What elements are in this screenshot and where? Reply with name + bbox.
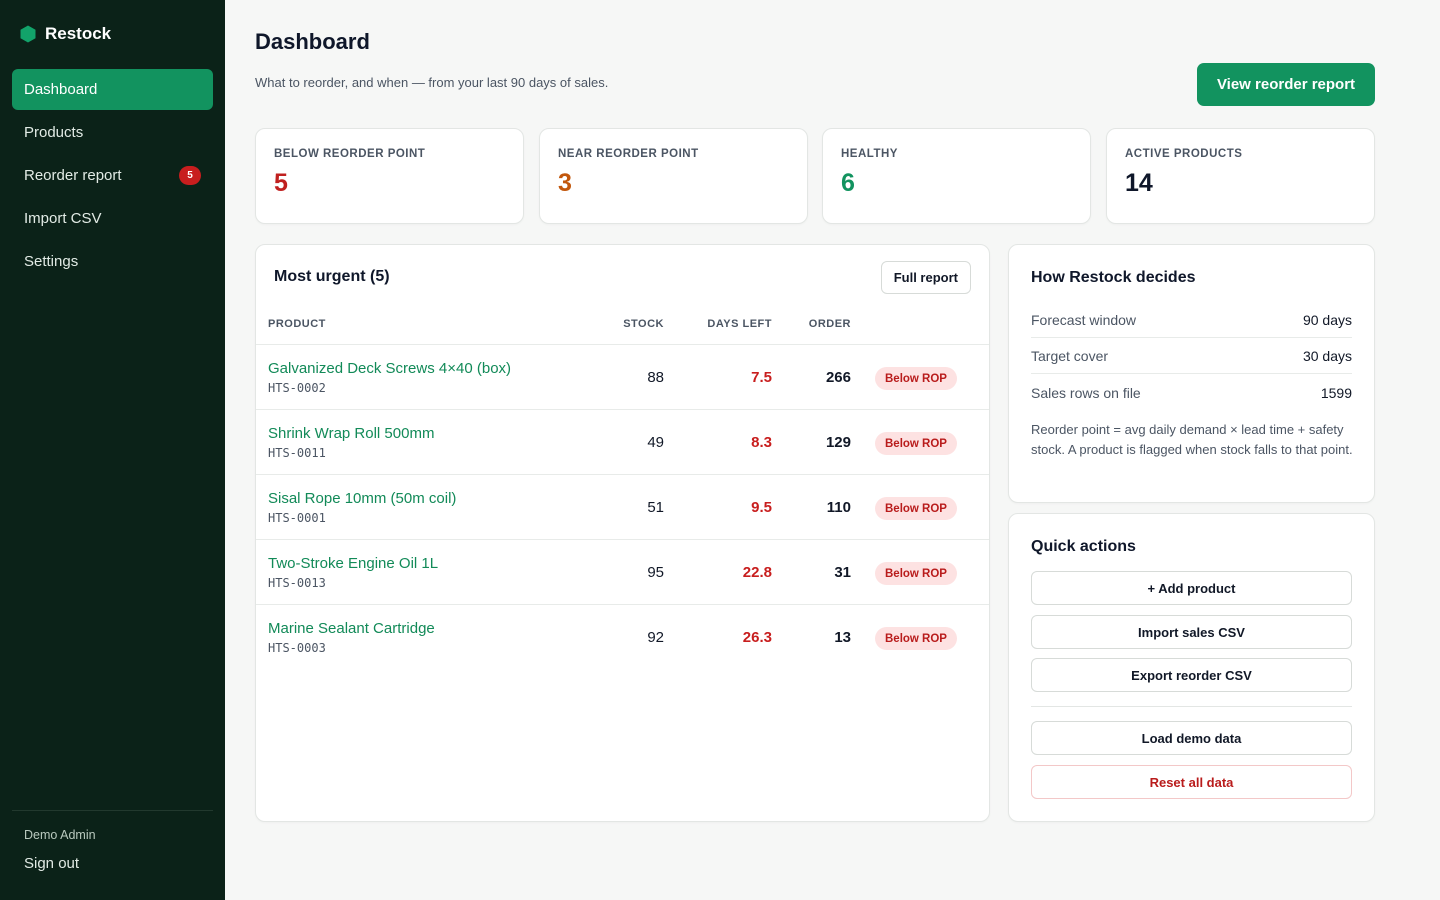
import-sales-csv-button[interactable]: Import sales CSV (1031, 615, 1352, 649)
reset-all-data-button[interactable]: Reset all data (1031, 765, 1352, 799)
order-quantity: 31 (834, 564, 851, 581)
current-user-name: Demo Admin (24, 828, 96, 842)
sidebar-item-label: Settings (24, 253, 79, 270)
sidebar-item-dashboard[interactable]: Dashboard (12, 69, 213, 110)
brand-name: Restock (45, 24, 112, 43)
stat-card-near-reorder: NEAR REORDER POINT 3 (539, 128, 808, 224)
stat-card-healthy: HEALTHY 6 (822, 128, 1091, 224)
stat-value: 6 (841, 169, 855, 197)
days-left-value: 22.8 (742, 564, 772, 581)
page-title: Dashboard (255, 29, 370, 54)
target-cover-row: Target cover 30 days (1031, 338, 1352, 374)
stat-label: HEALTHY (841, 148, 898, 160)
table-header: PRODUCT STOCK DAYS LEFT ORDER (256, 317, 989, 345)
status-badge: Below ROP (875, 562, 957, 585)
product-sku: HTS-0002 (268, 381, 326, 395)
product-link[interactable]: Marine Sealant Cartridge (268, 620, 435, 637)
days-left-value: 8.3 (751, 434, 772, 451)
stock-value: 88 (647, 369, 664, 386)
most-urgent-panel: Most urgent (5) Full report PRODUCT STOC… (255, 244, 990, 822)
sidebar-item-label: Products (24, 124, 84, 141)
sidebar: Restock Dashboard Products Reorder repor… (0, 0, 225, 900)
order-quantity: 13 (834, 629, 851, 646)
sidebar-item-label: Import CSV (24, 210, 102, 227)
product-sku: HTS-0013 (268, 576, 326, 590)
sidebar-item-settings[interactable]: Settings (12, 241, 213, 282)
setting-key: Forecast window (1031, 311, 1137, 328)
table-row: Shrink Wrap Roll 500mm HTS-0011 49 8.3 1… (256, 410, 989, 475)
product-link[interactable]: Galvanized Deck Screws 4×40 (box) (268, 360, 512, 377)
stock-value: 95 (647, 564, 664, 581)
stat-label: NEAR REORDER POINT (558, 148, 699, 160)
table-row: Sisal Rope 10mm (50m coil) HTS-0001 51 9… (256, 475, 989, 540)
sidebar-item-products[interactable]: Products (12, 112, 213, 153)
column-header-product[interactable]: PRODUCT (268, 318, 326, 330)
quick-actions-title: Quick actions (1031, 538, 1136, 555)
product-sku: HTS-0011 (268, 446, 326, 460)
stat-label: ACTIVE PRODUCTS (1125, 148, 1243, 160)
sidebar-item-import-csv[interactable]: Import CSV (12, 198, 213, 239)
days-left-value: 9.5 (751, 499, 772, 516)
how-restock-decides-title: How Restock decides (1031, 269, 1196, 286)
status-badge: Below ROP (875, 497, 957, 520)
stock-value: 49 (647, 434, 664, 451)
status-badge: Below ROP (875, 627, 957, 650)
stock-value: 51 (647, 499, 664, 516)
quick-actions-panel: Quick actions + Add product Import sales… (1008, 513, 1375, 822)
setting-value: 30 days (1302, 347, 1352, 364)
page-subtitle: What to reorder, and when — from your la… (255, 75, 609, 90)
sidebar-item-label: Reorder report (24, 167, 122, 184)
add-product-button[interactable]: + Add product (1031, 571, 1352, 605)
how-restock-decides-panel: How Restock decides Forecast window 90 d… (1008, 244, 1375, 503)
reorder-point-explanation: Reorder point = avg daily demand × lead … (1031, 422, 1353, 457)
setting-key: Sales rows on file (1031, 385, 1141, 401)
load-demo-data-button[interactable]: Load demo data (1031, 721, 1352, 755)
stock-value: 92 (647, 629, 664, 646)
most-urgent-title: Most urgent (5) (274, 268, 390, 285)
column-header-stock[interactable]: STOCK (623, 318, 664, 330)
hexagon-logo-icon (20, 25, 36, 43)
product-link[interactable]: Two-Stroke Engine Oil 1L (268, 555, 439, 572)
stat-value: 3 (558, 169, 572, 197)
sidebar-item-label: Dashboard (24, 81, 98, 98)
column-header-days-left[interactable]: DAYS LEFT (707, 318, 772, 330)
setting-key: Target cover (1031, 347, 1109, 364)
stat-card-below-reorder: BELOW REORDER POINT 5 (255, 128, 524, 224)
stat-value: 5 (274, 169, 288, 197)
column-header-order[interactable]: ORDER (808, 318, 851, 330)
reorder-count-badge: 5 (179, 166, 201, 185)
order-quantity: 266 (825, 369, 851, 386)
full-report-button[interactable]: Full report (880, 261, 971, 294)
product-sku: HTS-0003 (268, 641, 326, 655)
sidebar-item-reorder-report[interactable]: Reorder report 5 (12, 155, 213, 196)
product-link[interactable]: Shrink Wrap Roll 500mm (268, 425, 435, 442)
table-row: Galvanized Deck Screws 4×40 (box) HTS-00… (256, 345, 989, 410)
stat-value: 14 (1125, 169, 1153, 197)
stat-label: BELOW REORDER POINT (274, 148, 426, 160)
divider (1031, 706, 1352, 707)
sidebar-footer: Demo Admin Sign out (12, 810, 213, 872)
sales-rows-row: Sales rows on file 1599 (1031, 375, 1352, 411)
setting-value: 90 days (1302, 311, 1352, 328)
export-reorder-csv-button[interactable]: Export reorder CSV (1031, 658, 1352, 692)
days-left-value: 7.5 (751, 369, 772, 386)
table-row: Two-Stroke Engine Oil 1L HTS-0013 95 22.… (256, 540, 989, 605)
forecast-window-row: Forecast window 90 days (1031, 302, 1352, 338)
status-badge: Below ROP (875, 367, 957, 390)
product-link[interactable]: Sisal Rope 10mm (50m coil) (268, 490, 457, 507)
brand[interactable]: Restock (19, 24, 111, 44)
order-quantity: 110 (826, 499, 851, 516)
table-row: Marine Sealant Cartridge HTS-0003 92 26.… (256, 605, 989, 670)
product-sku: HTS-0001 (268, 511, 326, 525)
view-reorder-report-button[interactable]: View reorder report (1197, 63, 1375, 106)
setting-value: 1599 (1320, 385, 1352, 401)
order-quantity: 129 (825, 434, 851, 451)
status-badge: Below ROP (875, 432, 957, 455)
sign-out-link[interactable]: Sign out (24, 855, 80, 872)
sidebar-nav: Dashboard Products Reorder report 5 Impo… (12, 69, 213, 284)
days-left-value: 26.3 (742, 629, 772, 646)
stat-card-active-products: ACTIVE PRODUCTS 14 (1106, 128, 1375, 224)
